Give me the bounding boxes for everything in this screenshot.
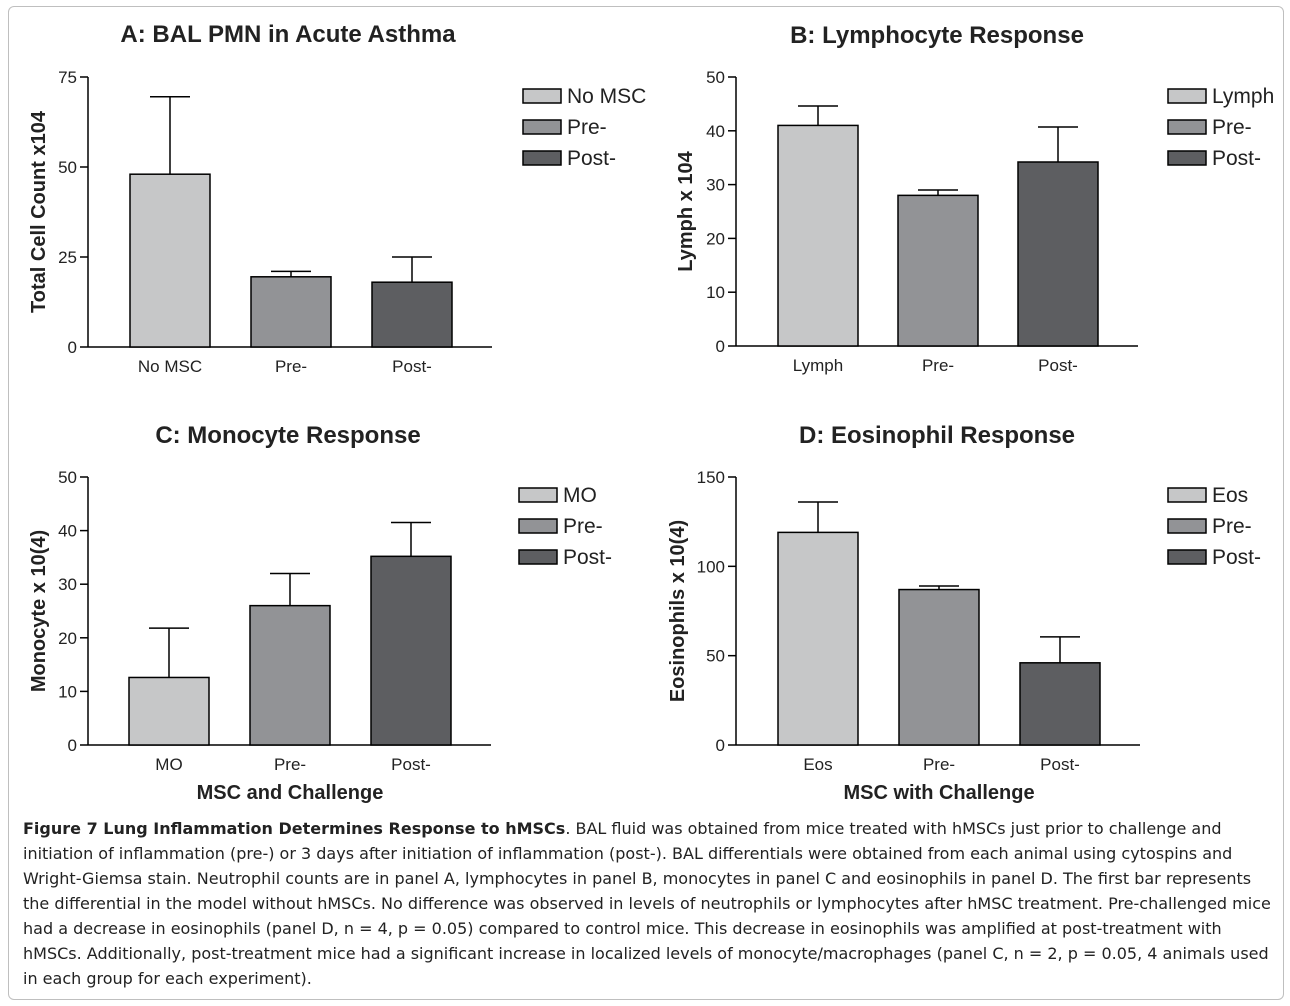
y-tick-label: 75 bbox=[58, 68, 77, 87]
legend-label: Post- bbox=[1212, 546, 1261, 569]
bar-1 bbox=[777, 124, 859, 347]
x-tick-label: Eos bbox=[803, 755, 832, 774]
chart-panel-3: C: Monocyte Response 0 10 20 30 40 50 Monocyte … bbox=[28, 422, 612, 804]
x-tick-label: Pre- bbox=[923, 755, 955, 774]
chart-panel-1: A: BAL PMN in Acute Asthma 0 25 50 75 Total C… bbox=[28, 21, 646, 376]
bar-3 bbox=[1017, 161, 1099, 347]
legend-label: No MSC bbox=[567, 85, 646, 108]
x-tick-label: No MSC bbox=[138, 357, 202, 376]
y-tick-label: 10 bbox=[58, 682, 77, 701]
chart-title: B: Lymphocyte Response bbox=[790, 22, 1084, 49]
y-tick-label: 50 bbox=[706, 647, 725, 666]
y-tick-label: 0 bbox=[68, 736, 77, 755]
bar-1 bbox=[128, 676, 210, 746]
legend-label: Post- bbox=[567, 147, 616, 170]
bar-2 bbox=[898, 588, 980, 746]
legend-swatch bbox=[522, 88, 562, 104]
legend-swatch bbox=[518, 487, 558, 503]
legend-swatch bbox=[518, 518, 558, 534]
chart-title: C: Monocyte Response bbox=[155, 422, 420, 449]
x-tick-label: Pre- bbox=[275, 357, 307, 376]
x-axis-label: MSC and Challenge bbox=[197, 782, 384, 804]
bar-3 bbox=[370, 555, 452, 746]
y-tick-label: 0 bbox=[716, 337, 725, 356]
legend-swatch bbox=[518, 549, 558, 565]
legend-label: MO bbox=[563, 484, 597, 507]
legend-swatch bbox=[522, 150, 562, 166]
y-axis-label: Lymph x 104 bbox=[675, 150, 697, 271]
legend-label: Post- bbox=[1212, 147, 1261, 170]
y-tick-label: 0 bbox=[68, 338, 77, 357]
legend-label: Pre- bbox=[1212, 515, 1252, 538]
x-tick-label: Lymph bbox=[793, 356, 843, 375]
legend-label: Pre- bbox=[567, 116, 607, 139]
chart-title: A: BAL PMN in Acute Asthma bbox=[120, 21, 456, 48]
bar-3 bbox=[371, 281, 453, 348]
x-tick-label: Post- bbox=[391, 755, 431, 774]
y-tick-label: 20 bbox=[58, 629, 77, 648]
x-tick-label: Post- bbox=[1040, 755, 1080, 774]
x-axis-label: MSC with Challenge bbox=[843, 782, 1034, 804]
y-tick-label: 30 bbox=[58, 575, 77, 594]
y-axis-label: Total Cell Count x104 bbox=[28, 110, 50, 313]
bar-3 bbox=[1019, 662, 1101, 746]
y-tick-label: 0 bbox=[716, 736, 725, 755]
bar-1 bbox=[777, 531, 859, 746]
y-tick-label: 40 bbox=[706, 122, 725, 141]
y-tick-label: 100 bbox=[697, 557, 725, 576]
y-tick-label: 50 bbox=[58, 158, 77, 177]
y-tick-label: 20 bbox=[706, 229, 725, 248]
y-tick-label: 150 bbox=[697, 468, 725, 487]
figure-frame bbox=[8, 6, 1284, 1000]
y-tick-label: 40 bbox=[58, 522, 77, 541]
x-tick-label: Pre- bbox=[274, 755, 306, 774]
x-tick-label: Post- bbox=[1038, 356, 1078, 375]
legend-swatch bbox=[522, 119, 562, 135]
y-tick-label: 50 bbox=[706, 68, 725, 87]
x-tick-label: MO bbox=[155, 755, 182, 774]
figure-charts: A: BAL PMN in Acute Asthma 0 25 50 75 Total C… bbox=[28, 21, 1274, 804]
legend-swatch bbox=[1167, 549, 1207, 565]
y-tick-label: 50 bbox=[58, 468, 77, 487]
x-tick-label: Post- bbox=[392, 357, 432, 376]
bar-2 bbox=[897, 194, 979, 347]
y-tick-label: 25 bbox=[58, 248, 77, 267]
legend-label: Pre- bbox=[563, 515, 603, 538]
x-tick-label: Pre- bbox=[922, 356, 954, 375]
legend-label: Eos bbox=[1212, 484, 1248, 507]
y-tick-label: 30 bbox=[706, 176, 725, 195]
legend-label: Pre- bbox=[1212, 116, 1252, 139]
figure-caption: Figure 7 Lung Inflammation Determines Re… bbox=[23, 816, 1279, 991]
y-tick-label: 10 bbox=[706, 283, 725, 302]
legend-label: Post- bbox=[563, 546, 612, 569]
bar-2 bbox=[249, 604, 331, 746]
chart-panel-2: B: Lymphocyte Response 0 10 20 30 40 50 Lymph x… bbox=[675, 22, 1274, 375]
bar-2 bbox=[250, 276, 332, 348]
legend-swatch bbox=[1167, 119, 1207, 135]
bar-1 bbox=[129, 173, 211, 348]
chart-panel-4: D: Eosinophil Response 0 50 100 150 Eosinophi… bbox=[667, 422, 1261, 804]
legend-swatch bbox=[1167, 88, 1207, 104]
caption-text: . BAL fluid was obtained from mice treat… bbox=[23, 819, 1271, 988]
chart-title: D: Eosinophil Response bbox=[799, 422, 1075, 449]
caption-label: Figure 7 Lung Inflammation Determines Re… bbox=[23, 819, 566, 838]
legend-swatch bbox=[1167, 150, 1207, 166]
y-axis-label: Monocyte x 10(4) bbox=[28, 530, 50, 692]
legend-label: Lymph bbox=[1212, 85, 1274, 108]
legend-swatch bbox=[1167, 518, 1207, 534]
y-axis-label: Eosinophils x 10(4) bbox=[667, 520, 689, 702]
legend-swatch bbox=[1167, 487, 1207, 503]
